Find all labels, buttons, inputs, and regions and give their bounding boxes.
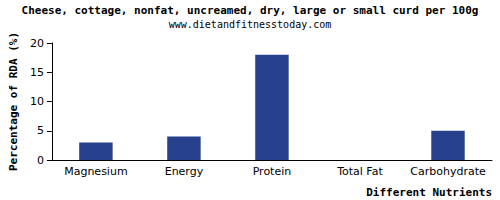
svg-text:15: 15 bbox=[30, 66, 44, 79]
svg-text:Total Fat: Total Fat bbox=[336, 165, 383, 178]
svg-text:Magnesium: Magnesium bbox=[64, 165, 127, 178]
svg-text:www.dietandfitnesstoday.com: www.dietandfitnesstoday.com bbox=[169, 19, 332, 30]
svg-text:Protein: Protein bbox=[253, 165, 292, 178]
svg-text:0: 0 bbox=[37, 154, 44, 167]
svg-text:5: 5 bbox=[37, 124, 44, 137]
svg-text:Energy: Energy bbox=[165, 165, 204, 178]
svg-text:Cheese, cottage, nonfat, uncre: Cheese, cottage, nonfat, uncreamed, dry,… bbox=[22, 4, 479, 17]
svg-text:Carbohydrate: Carbohydrate bbox=[410, 165, 486, 178]
svg-text:Different Nutrients: Different Nutrients bbox=[366, 186, 492, 199]
svg-text:20: 20 bbox=[30, 37, 44, 50]
svg-text:10: 10 bbox=[30, 95, 44, 108]
svg-text:Percentage of RDA (%): Percentage of RDA (%) bbox=[7, 32, 20, 171]
